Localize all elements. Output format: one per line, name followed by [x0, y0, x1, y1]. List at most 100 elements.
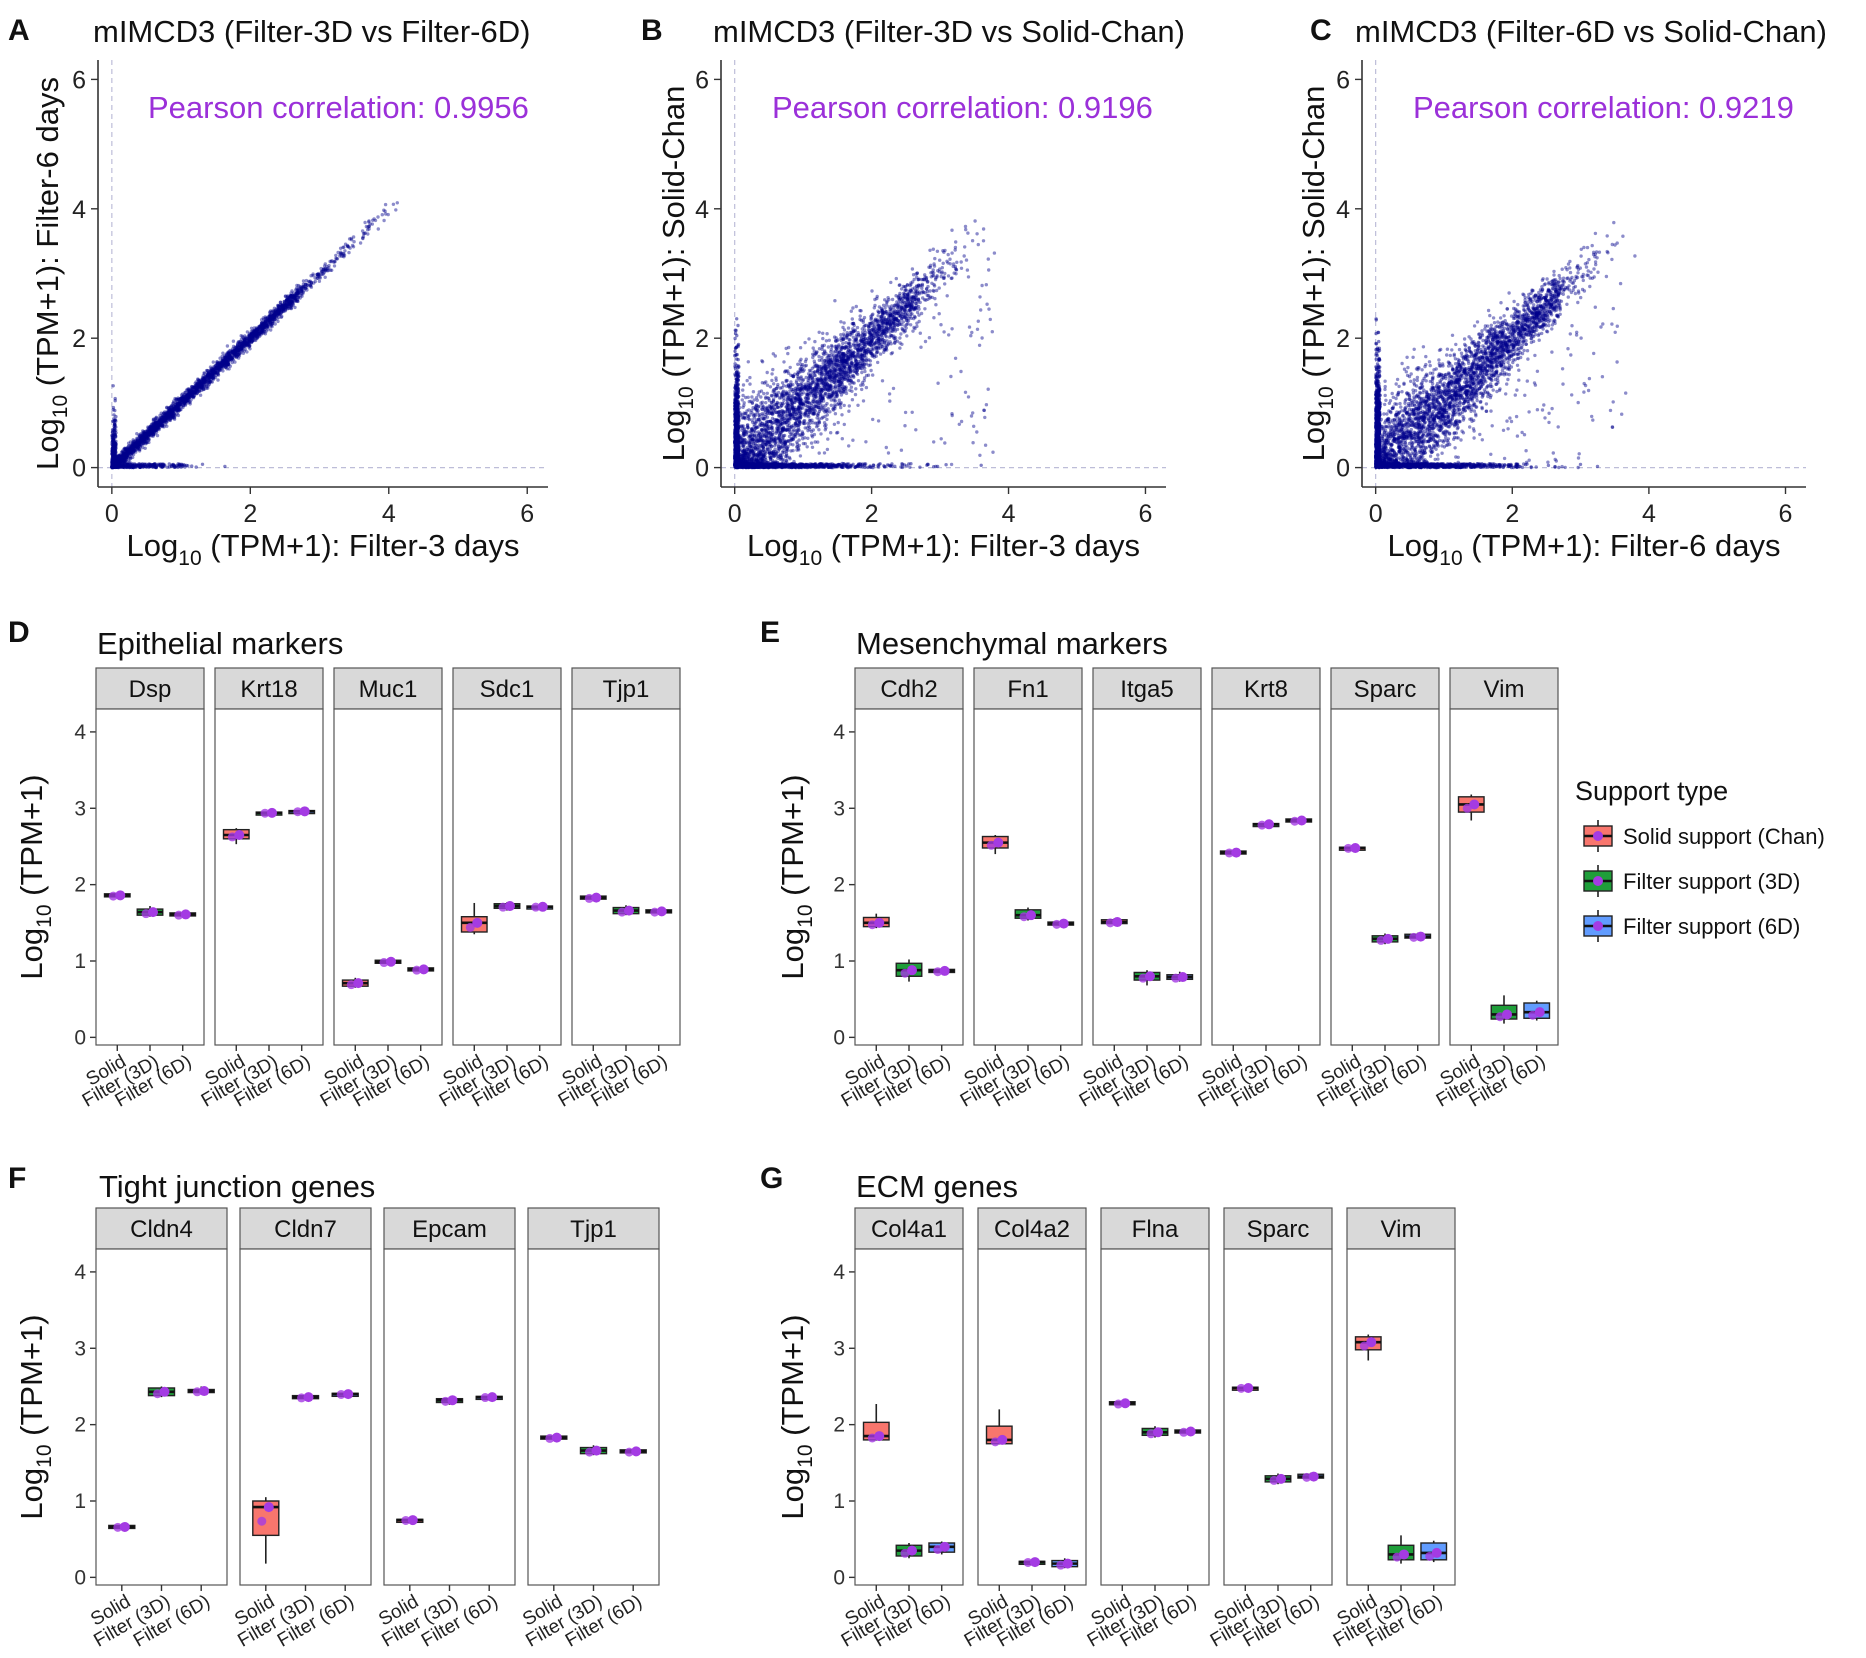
data-point: [129, 452, 133, 456]
data-point: [247, 345, 251, 349]
data-point: [225, 360, 229, 364]
data-point: [784, 413, 789, 418]
data-point: [228, 348, 233, 353]
data-point: [138, 436, 142, 440]
data-point: [196, 381, 200, 385]
data-point: [135, 443, 139, 447]
data-point: [347, 245, 351, 249]
data-point: [361, 231, 366, 236]
data-point: [159, 423, 163, 427]
data-point: [171, 401, 175, 406]
data-point: [182, 400, 186, 404]
data-point: [249, 335, 253, 339]
data-point: [195, 388, 199, 392]
data-point: [122, 456, 126, 461]
data-point: [284, 299, 289, 303]
data-point: [150, 429, 154, 433]
data-point: [127, 450, 132, 454]
data-point: [324, 267, 328, 271]
data-point: [118, 454, 123, 458]
data-point: [226, 352, 231, 356]
data-point: [339, 251, 343, 256]
data-point: [280, 309, 284, 314]
data-point: [167, 412, 172, 417]
data-point: [144, 442, 148, 446]
data-point: [123, 455, 128, 459]
data-point: [140, 436, 144, 440]
data-point: [294, 291, 299, 295]
data-point: [293, 305, 297, 310]
data-point: [260, 329, 264, 333]
data-point: [147, 437, 151, 442]
data-point: [192, 385, 197, 389]
data-point: [150, 428, 154, 432]
data-point: [285, 295, 289, 299]
data-point: [265, 323, 269, 327]
data-point: [380, 213, 384, 217]
x-tick-label: 2: [243, 500, 257, 528]
data-point: [167, 411, 171, 415]
data-point: [898, 346, 902, 350]
data-point: [278, 312, 282, 316]
data-point: [343, 242, 348, 246]
data-point: [148, 431, 152, 435]
data-point: [323, 269, 328, 273]
data-point: [171, 414, 175, 419]
scatter-title: mIMCD3 (Filter-3D vs Filter-6D): [93, 14, 530, 49]
data-point: [266, 325, 270, 329]
data-point: [175, 401, 179, 405]
data-point: [861, 399, 866, 403]
data-point: [270, 324, 274, 329]
data-point: [190, 464, 194, 468]
data-point: [296, 283, 301, 288]
data-point: [111, 408, 115, 412]
data-point: [198, 381, 202, 385]
data-point: [280, 308, 285, 312]
data-point: [216, 372, 220, 376]
data-point: [160, 415, 164, 420]
data-point: [213, 367, 217, 371]
data-point: [279, 306, 284, 310]
data-point: [955, 260, 959, 264]
data-point: [143, 435, 147, 439]
data-point: [248, 338, 252, 343]
data-point: [178, 399, 182, 404]
data-point: [155, 421, 160, 425]
data-point: [803, 340, 807, 345]
data-point: [137, 449, 142, 453]
data-point: [320, 269, 325, 274]
data-point: [771, 352, 775, 356]
data-point: [159, 418, 163, 423]
data-point: [111, 384, 115, 388]
data-point: [188, 388, 192, 393]
data-point: [153, 424, 157, 429]
data-point: [136, 441, 140, 445]
data-point: [933, 256, 937, 261]
data-point: [981, 239, 986, 243]
data-point: [262, 322, 267, 326]
data-point: [262, 321, 266, 326]
data-point: [191, 396, 196, 400]
data-point: [137, 434, 142, 438]
data-point: [200, 462, 205, 466]
data-point: [347, 250, 351, 255]
data-point: [391, 202, 396, 206]
data-point: [236, 356, 241, 360]
data-point: [338, 246, 343, 250]
data-point: [210, 371, 214, 376]
data-point: [245, 330, 250, 334]
data-point: [394, 208, 398, 212]
data-point: [932, 264, 937, 268]
data-point: [231, 339, 236, 343]
data-point: [141, 433, 145, 437]
data-point: [183, 398, 187, 402]
data-point: [819, 432, 823, 436]
data-point: [181, 394, 185, 399]
data-point: [170, 408, 174, 413]
data-point: [833, 299, 837, 303]
data-point: [134, 450, 138, 454]
data-point: [277, 307, 281, 311]
data-point: [284, 302, 288, 306]
data-point: [171, 407, 175, 411]
